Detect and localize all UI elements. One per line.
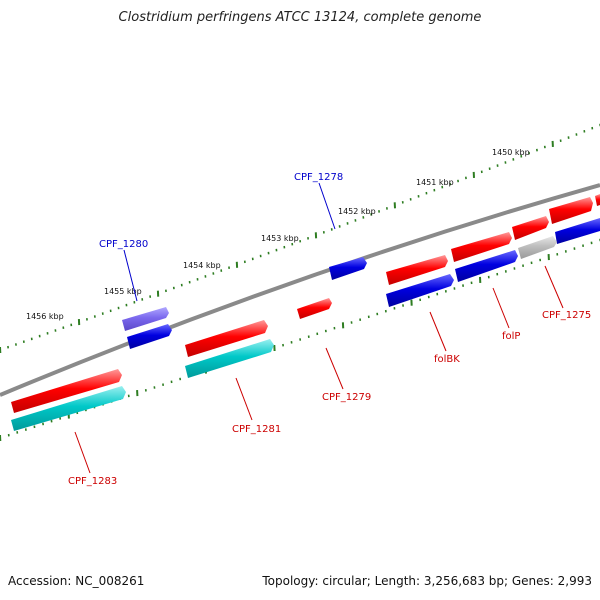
kbp-label: 1450 kbp (492, 148, 530, 157)
label-leader (429, 311, 447, 352)
gene-arrow[interactable] (595, 194, 600, 206)
topology-text: Topology: circular; Length: 3,256,683 bp… (262, 574, 592, 588)
gene-label-cpf-1278[interactable]: CPF_1278 (294, 172, 343, 183)
outer-kbp-ruler (0, 123, 600, 354)
gene-arrow-cpf-1283[interactable] (11, 369, 122, 413)
gene-arrow[interactable] (512, 216, 549, 240)
gene-arrow-pseudo[interactable] (518, 236, 557, 259)
label-leader (544, 265, 564, 309)
kbp-label: 1456 kbp (26, 312, 64, 321)
gene-arrow-folp[interactable] (455, 250, 518, 282)
gene-arrow[interactable] (549, 197, 593, 224)
label-leader (74, 431, 91, 474)
genome-backbone (0, 183, 600, 397)
gene-arrow-cpf-1281-rna[interactable] (185, 339, 274, 378)
gene-arrow-folbk[interactable] (386, 255, 448, 285)
accession-text: Accession: NC_008261 (8, 574, 145, 588)
kbp-label: 1455 kbp (104, 287, 142, 296)
gene-label-cpf-1283[interactable]: CPF_1283 (68, 476, 117, 487)
gene-label-cpf-1281[interactable]: CPF_1281 (232, 424, 281, 435)
label-leader (235, 377, 253, 421)
gene-arrow-cpf-1283-rna[interactable] (11, 386, 126, 431)
label-leader (318, 182, 336, 230)
kbp-label: 1451 kbp (416, 178, 454, 187)
gene-arrow-cpf-1280-blue[interactable] (127, 324, 172, 349)
gene-label-cpf-1275[interactable]: CPF_1275 (542, 310, 591, 321)
gene-arrow[interactable] (451, 232, 512, 262)
gene-label-cpf-1280[interactable]: CPF_1280 (99, 239, 148, 250)
kbp-label: 1452 kbp (338, 207, 376, 216)
genome-title: Clostridium perfringens ATCC 13124, comp… (118, 10, 482, 25)
gene-arrow-cpf-1278[interactable] (329, 257, 367, 280)
label-leader (492, 287, 510, 329)
label-leader (123, 249, 138, 302)
gene-arrow-folbk-blue[interactable] (386, 274, 454, 307)
gene-label-folp[interactable]: folP (502, 331, 520, 342)
gene-arrow-cpf-1281[interactable] (185, 320, 268, 357)
kbp-label: 1454 kbp (183, 261, 221, 270)
gene-arrow-cpf-1279[interactable] (297, 298, 332, 319)
gene-label-folbk[interactable]: folBK (434, 354, 460, 365)
label-leader (325, 347, 344, 390)
kbp-label: 1453 kbp (261, 234, 299, 243)
gene-arrow[interactable] (555, 218, 600, 244)
gene-label-cpf-1279[interactable]: CPF_1279 (322, 392, 371, 403)
gene-arrow-cpf-1280-purple[interactable] (122, 307, 169, 331)
